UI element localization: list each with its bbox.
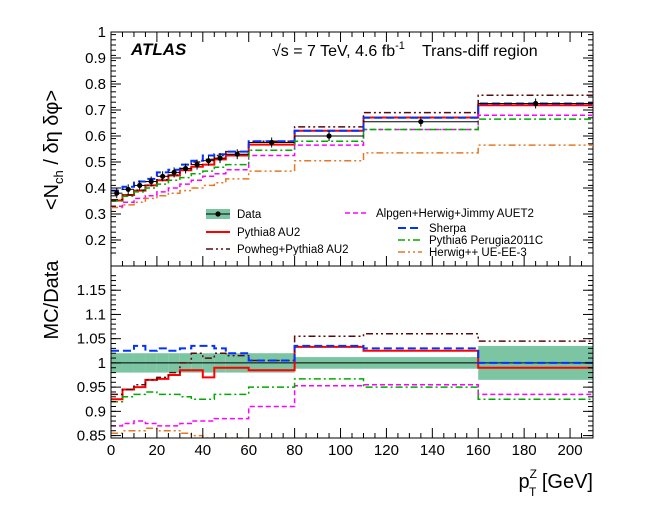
data-point bbox=[418, 119, 424, 125]
legend-entry-pythia6-perugia2011c: Pythia6 Perugia2011C bbox=[398, 235, 543, 247]
series-line-powheg-pythia8-au2 bbox=[111, 94, 593, 201]
y-axis-title-main: <Nch / δη δφ> bbox=[41, 90, 66, 210]
data-point bbox=[160, 173, 166, 179]
main-data-points bbox=[111, 98, 593, 199]
legend-label: Powheg+Pythia8 AU2 bbox=[237, 244, 349, 256]
legend-entry-herwig-ue-ee-3: Herwig++ UE-EE-3 bbox=[398, 247, 527, 259]
data-point bbox=[269, 139, 275, 146]
energy-label: √s = 7 TeV, 4.6 fb-1 bbox=[272, 40, 405, 60]
y-tick-label-main: 0.5 bbox=[85, 154, 106, 171]
region-label: Trans-diff region bbox=[422, 43, 538, 60]
y-tick-label-ratio: 0.85 bbox=[77, 428, 106, 445]
y-tick-label-ratio: 0.9 bbox=[85, 403, 106, 420]
data-point bbox=[194, 162, 200, 168]
series-line-alpgen-herwig-jimmy-auet2 bbox=[111, 114, 593, 207]
x-tick-label: 20 bbox=[149, 442, 166, 459]
y-tick-label-main: 0.9 bbox=[85, 50, 106, 67]
legend-entry-sherpa: Sherpa bbox=[398, 223, 467, 235]
ratio-panel: 0.85 0.9 0.95 1 1.05 1.1 1.15 0 20 40 60 80 100 120 1… bbox=[41, 260, 594, 499]
legend-entry-alpgen-herwig-jimmy-auet2: Alpgen+Herwig+Jimmy AUET2 bbox=[345, 208, 534, 220]
x-axis-title-unit: [GeV] bbox=[536, 471, 593, 493]
atlas-label: ATLAS bbox=[130, 40, 187, 59]
data-point bbox=[125, 186, 131, 192]
y-tick-label-main: 0.7 bbox=[85, 102, 106, 119]
legend: Data Pythia8 AU2 Powheg+Pythia8 AU2 Alpgen+… bbox=[206, 208, 543, 259]
x-tick-label: 0 bbox=[107, 442, 115, 459]
y-axis-title-main-sub: ch bbox=[51, 170, 66, 184]
x-tick-label: 60 bbox=[240, 442, 257, 459]
legend-entry-data: Data bbox=[206, 209, 262, 221]
y-tick-label-ratio: 1.05 bbox=[77, 331, 106, 348]
y-tick-label-main: 0.8 bbox=[85, 76, 106, 93]
main-series-layer bbox=[111, 94, 593, 209]
x-tick-label: 160 bbox=[466, 442, 491, 459]
x-tick-label: 180 bbox=[512, 442, 537, 459]
y-tick-label-main: 0.4 bbox=[85, 180, 106, 197]
energy-label-superscript: -1 bbox=[395, 40, 405, 52]
y-tick-label-main: 0.3 bbox=[85, 206, 106, 223]
legend-label: Sherpa bbox=[429, 223, 467, 235]
y-tick-label-ratio: 1.15 bbox=[77, 282, 106, 299]
ratio-y-axis: 0.85 0.9 0.95 1 1.05 1.1 1.15 bbox=[77, 275, 593, 445]
ratio-line-alpgen-herwig-jimmy-auet2 bbox=[111, 383, 593, 427]
series-line-pythia6-perugia2011c bbox=[111, 118, 593, 202]
ratio-line-pythia6-perugia2011c bbox=[111, 378, 593, 403]
y-axis-title-main-post: / δη δφ> bbox=[41, 90, 63, 170]
legend-entry-powheg-pythia8-au2: Powheg+Pythia8 AU2 bbox=[206, 244, 349, 256]
ratio-line-herwig-ue-ee-3 bbox=[111, 427, 250, 438]
x-axis-title-sup: Z bbox=[530, 467, 537, 481]
main-x-ticks bbox=[110, 32, 583, 266]
main-plot-frame bbox=[110, 31, 594, 267]
data-point bbox=[205, 158, 212, 164]
ratio-series-layer bbox=[111, 333, 593, 438]
x-tick-label: 200 bbox=[558, 442, 583, 459]
data-point bbox=[217, 155, 223, 161]
data-point bbox=[326, 133, 332, 139]
y-tick-label-ratio: 1 bbox=[98, 355, 106, 372]
legend-label: Pythia6 Perugia2011C bbox=[429, 235, 543, 247]
legend-label: Herwig++ UE-EE-3 bbox=[429, 247, 527, 259]
legend-label: Alpgen+Herwig+Jimmy AUET2 bbox=[376, 208, 534, 220]
x-tick-label: 100 bbox=[328, 442, 353, 459]
legend-label: Pythia8 AU2 bbox=[237, 227, 300, 239]
legend-label: Data bbox=[237, 209, 262, 221]
data-point bbox=[533, 100, 539, 107]
y-tick-label-main: 0.2 bbox=[85, 232, 106, 249]
x-axis-title: pZ T [GeV] bbox=[518, 467, 593, 499]
legend-swatch-marker bbox=[215, 211, 221, 217]
ratio-line-powheg-pythia8-au2 bbox=[111, 333, 593, 396]
main-panel: 0.2 0.3 0.4 0.5 0.6 0.7 0.8 0.9 1 ATLAS √s = 7 T… bbox=[41, 24, 594, 267]
y-tick-label-main: 0.6 bbox=[85, 128, 106, 145]
y-tick-label-ratio: 1.1 bbox=[85, 306, 106, 323]
data-point bbox=[114, 190, 120, 196]
y-tick-label-main: 1 bbox=[98, 24, 106, 41]
data-point bbox=[137, 182, 143, 188]
y-axis-title-main-pre: <N bbox=[41, 184, 63, 210]
x-axis: 0 20 40 60 80 100 120 140 160 180 200 bbox=[107, 428, 583, 459]
x-tick-label: 80 bbox=[286, 442, 303, 459]
energy-label-text: √s = 7 TeV, 4.6 fb bbox=[272, 43, 395, 60]
y-axis-title-ratio: MC/Data bbox=[41, 260, 63, 340]
x-axis-title-sub: T bbox=[529, 485, 537, 499]
ratio-line-sherpa bbox=[111, 344, 593, 364]
x-tick-label: 140 bbox=[420, 442, 445, 459]
data-point bbox=[234, 151, 240, 157]
y-tick-label-ratio: 0.95 bbox=[77, 379, 106, 396]
data-point bbox=[171, 169, 177, 175]
x-axis-title-main: p bbox=[518, 471, 529, 493]
data-point bbox=[182, 165, 189, 172]
x-tick-label: 120 bbox=[374, 442, 399, 459]
legend-entry-pythia8-au2: Pythia8 AU2 bbox=[206, 227, 300, 239]
x-tick-label: 40 bbox=[194, 442, 211, 459]
main-y-axis: 0.2 0.3 0.4 0.5 0.6 0.7 0.8 0.9 1 bbox=[85, 24, 593, 254]
data-point bbox=[148, 178, 154, 185]
series-line-herwig-ue-ee-3 bbox=[111, 144, 593, 209]
